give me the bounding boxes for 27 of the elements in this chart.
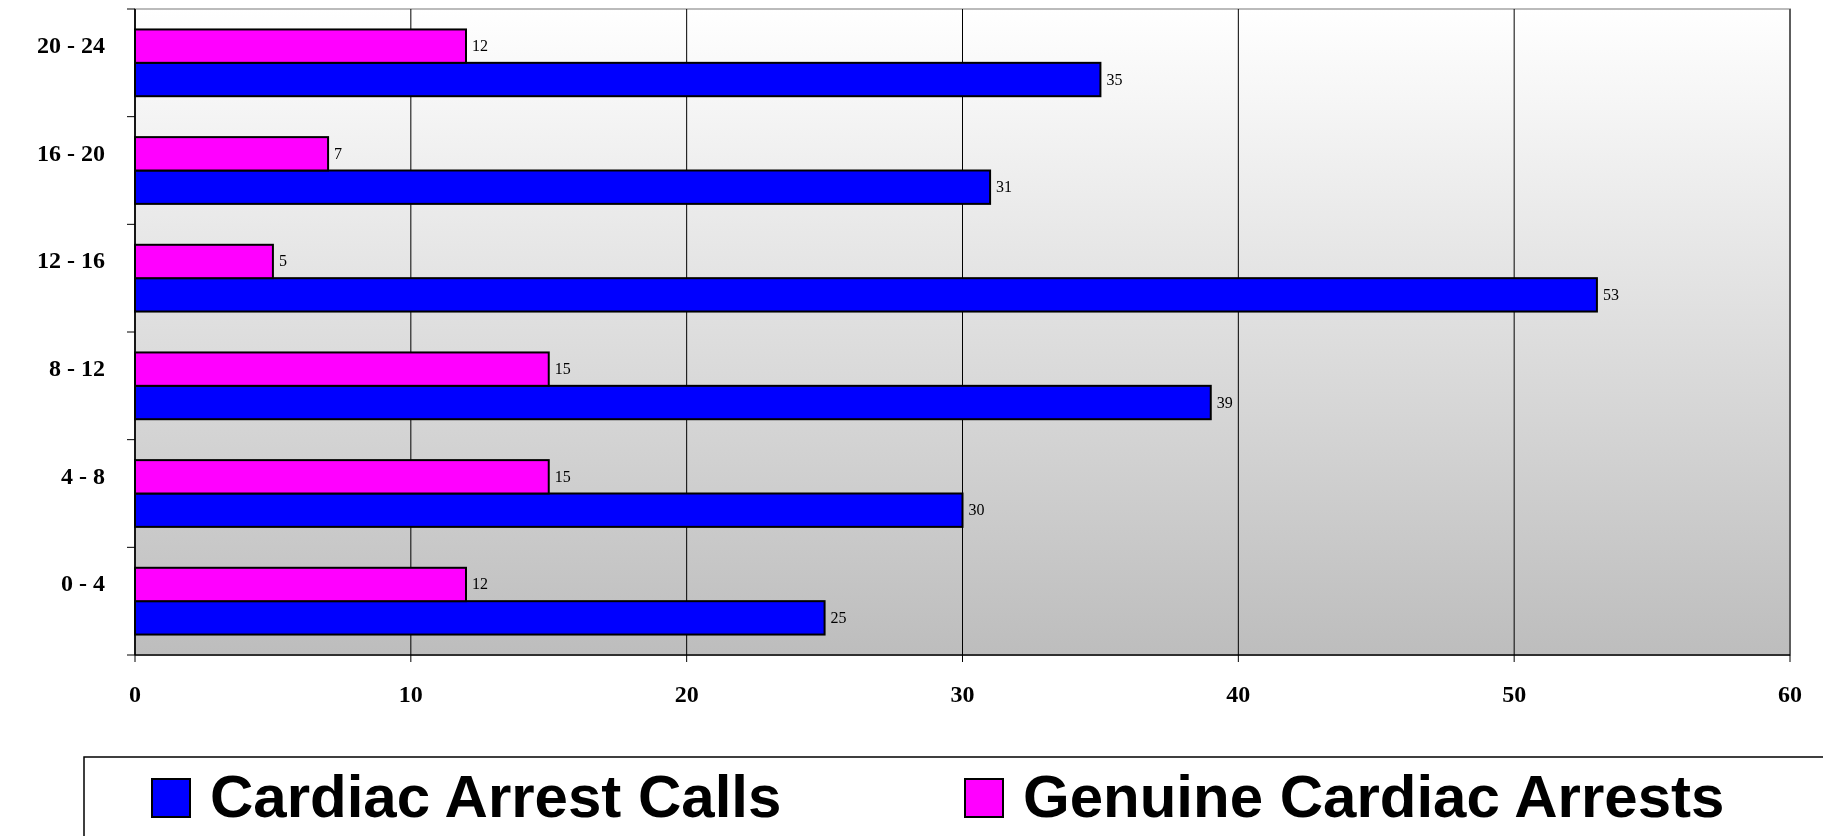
data-label: 35 [1106, 70, 1123, 88]
y-tick-label: 4 - 8 [61, 462, 105, 489]
data-label: 5 [278, 252, 287, 270]
data-label: 7 [334, 144, 343, 162]
data-label: 15 [554, 360, 571, 378]
data-label: 12 [472, 37, 488, 55]
data-label: 39 [1216, 393, 1233, 411]
legend-label: Genuine Cardiac Arrests [1023, 763, 1725, 830]
data-label: 31 [996, 178, 1013, 196]
x-tick-label: 0 [129, 681, 141, 707]
x-tick-label: 50 [1502, 681, 1527, 707]
x-tick-label: 60 [1778, 681, 1802, 707]
y-tick-label: 20 - 24 [37, 31, 105, 58]
y-tick-label: 12 - 16 [37, 247, 105, 274]
x-tick-label: 40 [1226, 681, 1251, 707]
x-tick-label: 30 [950, 681, 975, 707]
data-label: 25 [830, 608, 847, 626]
y-tick-label: 8 - 12 [49, 354, 105, 381]
legend-label: Cardiac Arrest Calls [210, 763, 782, 830]
y-tick-label: 16 - 20 [37, 139, 105, 166]
y-tick-label: 0 - 4 [61, 570, 105, 597]
data-label: 15 [554, 467, 571, 485]
x-tick-label: 10 [398, 681, 423, 707]
data-label: 30 [968, 501, 985, 519]
data-label: 12 [472, 575, 488, 593]
data-label: 53 [1602, 285, 1619, 303]
x-tick-label: 20 [674, 681, 699, 707]
